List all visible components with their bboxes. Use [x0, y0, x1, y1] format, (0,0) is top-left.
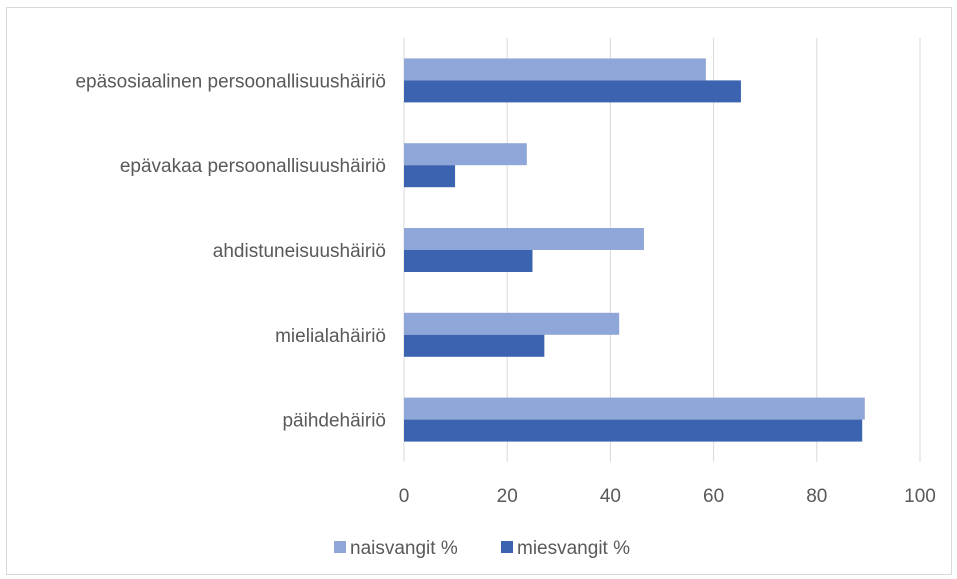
- bar-naisvangit-4: [404, 397, 865, 420]
- bars: [404, 58, 865, 442]
- legend: naisvangit % miesvangit %: [334, 538, 630, 559]
- bar-miesvangit-0: [404, 80, 741, 103]
- legend-swatch-miesvangit: [501, 541, 513, 553]
- bar-miesvangit-3: [404, 334, 545, 357]
- x-tick-label-0: 0: [399, 486, 410, 507]
- bar-miesvangit-4: [404, 419, 863, 442]
- legend-label-naisvangit: naisvangit %: [350, 538, 458, 559]
- x-tick-labels: 0 20 40 60 80 100: [399, 486, 936, 507]
- bar-miesvangit-1: [404, 165, 456, 188]
- gridlines: [403, 38, 921, 462]
- chart-frame: [6, 7, 952, 575]
- bar-miesvangit-2: [404, 250, 533, 272]
- bar-naisvangit-2: [404, 228, 644, 250]
- category-label-4: päihdehäiriö: [282, 411, 386, 432]
- bar-naisvangit-1: [404, 143, 527, 166]
- x-tick-label-100: 100: [904, 486, 936, 507]
- x-tick-label-40: 40: [600, 486, 621, 507]
- bar-naisvangit-3: [404, 312, 620, 335]
- bar-naisvangit-0: [404, 58, 706, 81]
- category-label-3: mielialahäiriö: [275, 326, 386, 347]
- category-label-0: epäsosiaalinen persoonallisuushäiriö: [75, 71, 386, 92]
- x-tick-label-20: 20: [497, 486, 518, 507]
- category-label-2: ahdistuneisuushäiriö: [213, 241, 386, 262]
- x-tick-label-80: 80: [806, 486, 827, 507]
- x-tick-label-60: 60: [703, 486, 724, 507]
- legend-label-miesvangit: miesvangit %: [517, 538, 630, 559]
- category-label-1: epävakaa persoonallisuushäiriö: [120, 156, 386, 177]
- legend-swatch-naisvangit: [334, 541, 346, 553]
- category-labels: epäsosiaalinen persoonallisuushäiriö epäv…: [75, 71, 386, 431]
